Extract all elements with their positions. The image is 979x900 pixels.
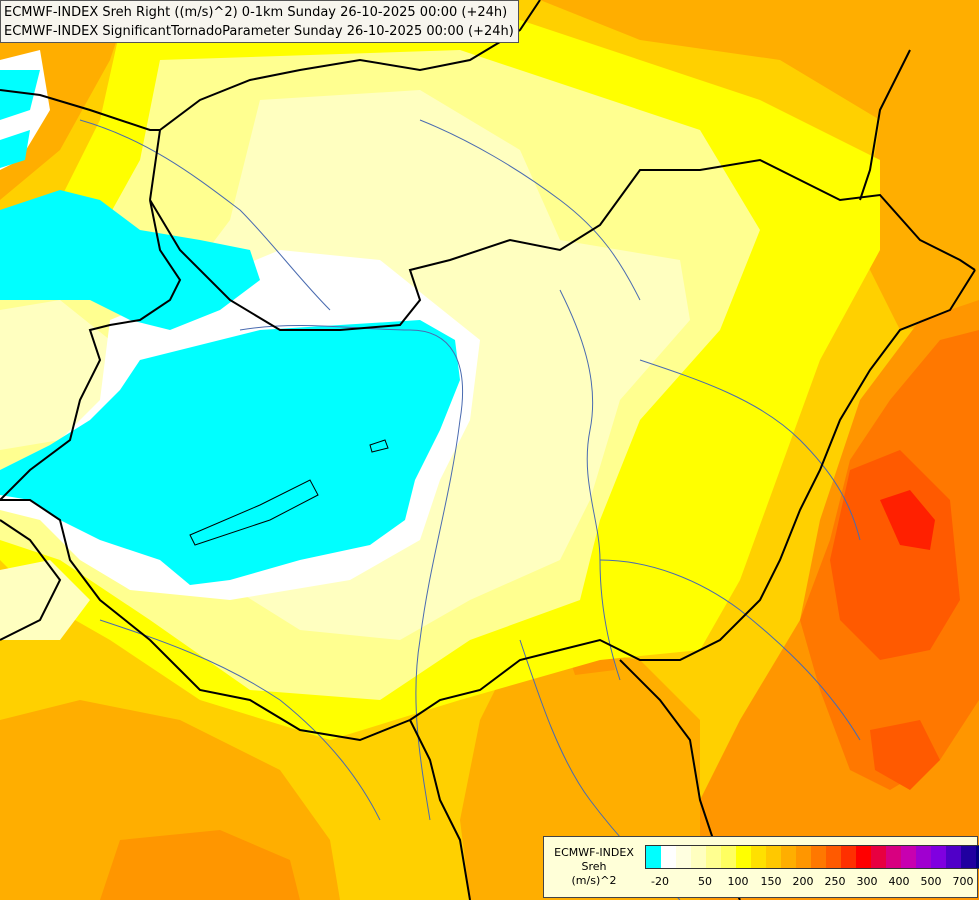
legend-tick-label: 400 <box>888 875 910 888</box>
legend-title: ECMWF-INDEX Sreh (m/s)^2 <box>548 846 640 888</box>
legend-tick-label: 150 <box>760 875 782 888</box>
border-hungary-south-west <box>0 499 411 742</box>
field-orange-southwest-core <box>100 830 300 900</box>
legend-swatch <box>961 846 976 868</box>
legend-tick-labels: -20 50 100 150 200 250 300 400 500 700 <box>645 875 973 889</box>
legend-title-parameter: Sreh <box>581 860 607 873</box>
map-title-box: ECMWF-INDEX Sreh Right ((m/s)^2) 0-1km S… <box>0 0 519 43</box>
border-south-1 <box>409 719 471 900</box>
border-hungary-west <box>0 199 182 501</box>
legend-tick-label: 250 <box>824 875 846 888</box>
legend-swatch <box>646 846 661 868</box>
legend-swatch <box>751 846 766 868</box>
border-southwest <box>0 519 62 641</box>
border-hungary-east-south <box>409 269 976 721</box>
river-north <box>419 119 641 301</box>
legend-swatch <box>976 846 979 868</box>
legend-swatch <box>901 846 916 868</box>
field-cyan-northwest <box>0 190 260 330</box>
border-northwest <box>0 89 160 131</box>
legend-swatch <box>706 846 721 868</box>
legend-tick-label: -20 <box>651 875 669 888</box>
river-east <box>639 359 861 541</box>
legend-swatch <box>721 846 736 868</box>
map-title-line-2: ECMWF-INDEX SignificantTornadoParameter … <box>4 24 514 39</box>
river-tisza <box>559 289 621 681</box>
legend-swatch <box>661 846 676 868</box>
field-red-southeast <box>870 720 940 790</box>
color-legend: ECMWF-INDEX Sreh (m/s)^2 -20 50 100 150 200 2… <box>543 836 979 898</box>
field-cyan-central <box>0 320 460 585</box>
legend-swatch <box>766 846 781 868</box>
legend-swatch <box>886 846 901 868</box>
legend-swatch <box>931 846 946 868</box>
legend-swatch <box>736 846 751 868</box>
map-title-line-1: ECMWF-INDEX Sreh Right ((m/s)^2) 0-1km S… <box>4 5 508 20</box>
field-orange-northwest <box>0 0 130 200</box>
legend-tick-label: 200 <box>792 875 814 888</box>
legend-swatch <box>841 846 856 868</box>
legend-swatch <box>826 846 841 868</box>
border-hungary-north <box>149 158 976 331</box>
border-northeast <box>859 49 911 201</box>
legend-tick-label: 300 <box>856 875 878 888</box>
legend-title-unit: (m/s)^2 <box>571 874 617 887</box>
field-core-east <box>880 490 935 550</box>
legend-tick-label: 500 <box>920 875 942 888</box>
legend-swatch <box>811 846 826 868</box>
river-southeast <box>599 559 861 741</box>
legend-tick-label: 50 <box>698 875 712 888</box>
legend-color-scale <box>645 845 979 869</box>
legend-swatch <box>676 846 691 868</box>
lake-balaton <box>189 479 319 546</box>
river-southwest <box>99 619 381 821</box>
legend-swatch <box>916 846 931 868</box>
field-paleyellow-southwest <box>0 560 90 640</box>
legend-swatch <box>796 846 811 868</box>
lake-velence <box>369 439 389 453</box>
legend-tick-label: 100 <box>727 875 749 888</box>
rivers <box>79 119 861 900</box>
river-northwest <box>79 119 331 311</box>
legend-swatch <box>856 846 871 868</box>
field-orange-south <box>460 640 700 900</box>
legend-tick-label: 700 <box>952 875 974 888</box>
legend-swatch <box>946 846 961 868</box>
field-red-east <box>830 450 960 660</box>
field-cyan-west-edge <box>0 70 40 120</box>
legend-title-model: ECMWF-INDEX <box>554 846 634 859</box>
legend-swatch <box>871 846 886 868</box>
legend-swatch <box>691 846 706 868</box>
field-cyan-west-patch <box>0 130 30 168</box>
border-north-1 <box>149 0 541 201</box>
legend-swatch <box>781 846 796 868</box>
